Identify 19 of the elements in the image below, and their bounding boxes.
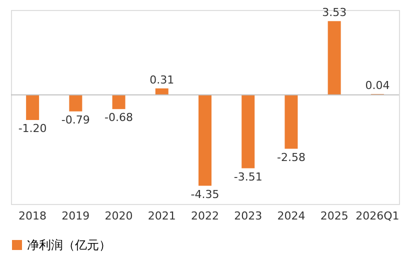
x-tick-label: 2019 (62, 210, 90, 222)
data-label: -4.35 (190, 188, 220, 201)
data-label: -1.20 (18, 122, 47, 135)
x-tick-label: 2023 (234, 210, 262, 222)
x-tick-label: 2025 (320, 210, 348, 222)
data-label: 3.53 (322, 6, 347, 20)
data-label: 0.04 (365, 79, 390, 92)
legend-label: 净利润（亿元） (27, 238, 111, 252)
data-label: -0.68 (104, 111, 134, 124)
data-label: -3.51 (234, 170, 262, 184)
x-tick-label: 2026Q1 (356, 210, 400, 222)
x-tick-label: 2018 (18, 210, 47, 222)
data-label: -0.79 (61, 113, 90, 126)
data-label: 0.31 (150, 73, 174, 86)
data-label: -2.58 (276, 150, 306, 164)
x-tick-label: 2022 (191, 210, 219, 222)
x-tick-label: 2020 (104, 210, 133, 222)
x-tick-label: 2021 (148, 210, 176, 222)
x-tick-label: 2024 (277, 210, 306, 222)
